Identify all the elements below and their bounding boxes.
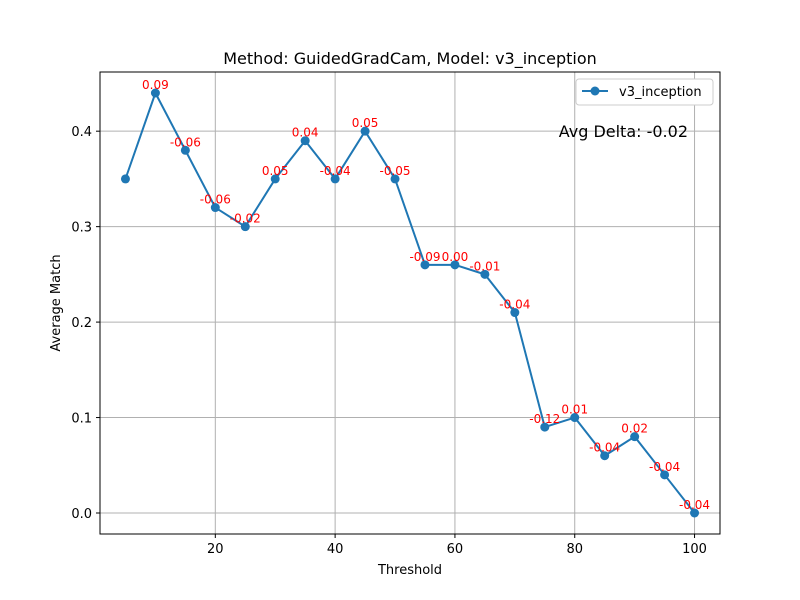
data-point — [510, 308, 520, 318]
data-point — [300, 136, 310, 146]
plot-frame — [99, 71, 721, 535]
data-label: 0.00 — [442, 250, 469, 264]
data-label: 0.01 — [561, 403, 588, 417]
data-label: -0.04 — [649, 460, 680, 474]
y-axis-label: Average Match — [49, 254, 64, 351]
avg-delta-annotation: Avg Delta: -0.02 — [559, 122, 688, 141]
data-label: 0.09 — [142, 78, 169, 92]
data-label: -0.04 — [499, 298, 530, 312]
x-axis-label: Threshold — [377, 563, 442, 578]
data-label: 0.04 — [292, 126, 319, 140]
chart-title: Method: GuidedGradCam, Model: v3_incepti… — [223, 49, 597, 69]
data-point — [420, 260, 430, 270]
x-tick-label: 60 — [447, 542, 464, 557]
data-point — [150, 88, 160, 98]
data-label: 0.05 — [262, 164, 289, 178]
data-label: -0.06 — [170, 135, 201, 149]
data-point — [600, 451, 610, 461]
series-line — [124, 92, 696, 514]
data-point — [270, 174, 280, 184]
data-point — [330, 174, 340, 184]
series — [120, 88, 700, 518]
data-point — [570, 413, 580, 423]
data-point — [360, 126, 370, 136]
data-label: -0.09 — [409, 250, 440, 264]
data-label: 0.02 — [621, 422, 648, 436]
legend-label: v3_inception — [619, 85, 702, 100]
y-tick-label: 0.2 — [71, 316, 92, 331]
data-point — [120, 174, 130, 184]
data-label: -0.04 — [320, 164, 351, 178]
data-label: -0.06 — [200, 193, 231, 207]
y-tick-label: 0.4 — [71, 125, 92, 140]
data-point — [240, 222, 250, 232]
x-tick-label: 20 — [207, 542, 224, 557]
data-point — [450, 260, 460, 270]
data-point — [180, 145, 190, 155]
data-label: -0.04 — [589, 441, 620, 455]
legend: v3_inception — [575, 78, 714, 106]
data-label: -0.04 — [679, 498, 710, 512]
data-label: 0.05 — [352, 116, 379, 130]
data-point — [480, 269, 490, 279]
grid — [100, 72, 720, 534]
y-tick-label: 0.1 — [71, 412, 92, 427]
y-tick-label: 0.0 — [71, 507, 92, 522]
y-tick-label: 0.3 — [71, 221, 92, 236]
data-label: -0.05 — [379, 164, 410, 178]
data-point — [540, 422, 550, 432]
x-tick-label: 80 — [566, 542, 583, 557]
data-point — [660, 470, 670, 480]
data-point — [630, 432, 640, 442]
data-point — [210, 203, 220, 213]
data-label: -0.02 — [230, 212, 261, 226]
data-label: -0.01 — [469, 259, 500, 273]
x-tick-label: 100 — [682, 542, 707, 557]
data-point — [690, 508, 700, 518]
data-label: -0.12 — [529, 412, 560, 426]
legend-marker — [590, 86, 600, 96]
axis-ticks: 20 40 60 80 100 0.0 0.1 0.2 0.3 0.4 — [71, 125, 707, 557]
legend-box — [575, 78, 714, 106]
data-labels: 0.09 -0.06 -0.06 -0.02 0.05 0.04 -0.04 0.05 -0.0… — [142, 78, 710, 512]
x-tick-label: 40 — [327, 542, 344, 557]
data-point — [390, 174, 400, 184]
